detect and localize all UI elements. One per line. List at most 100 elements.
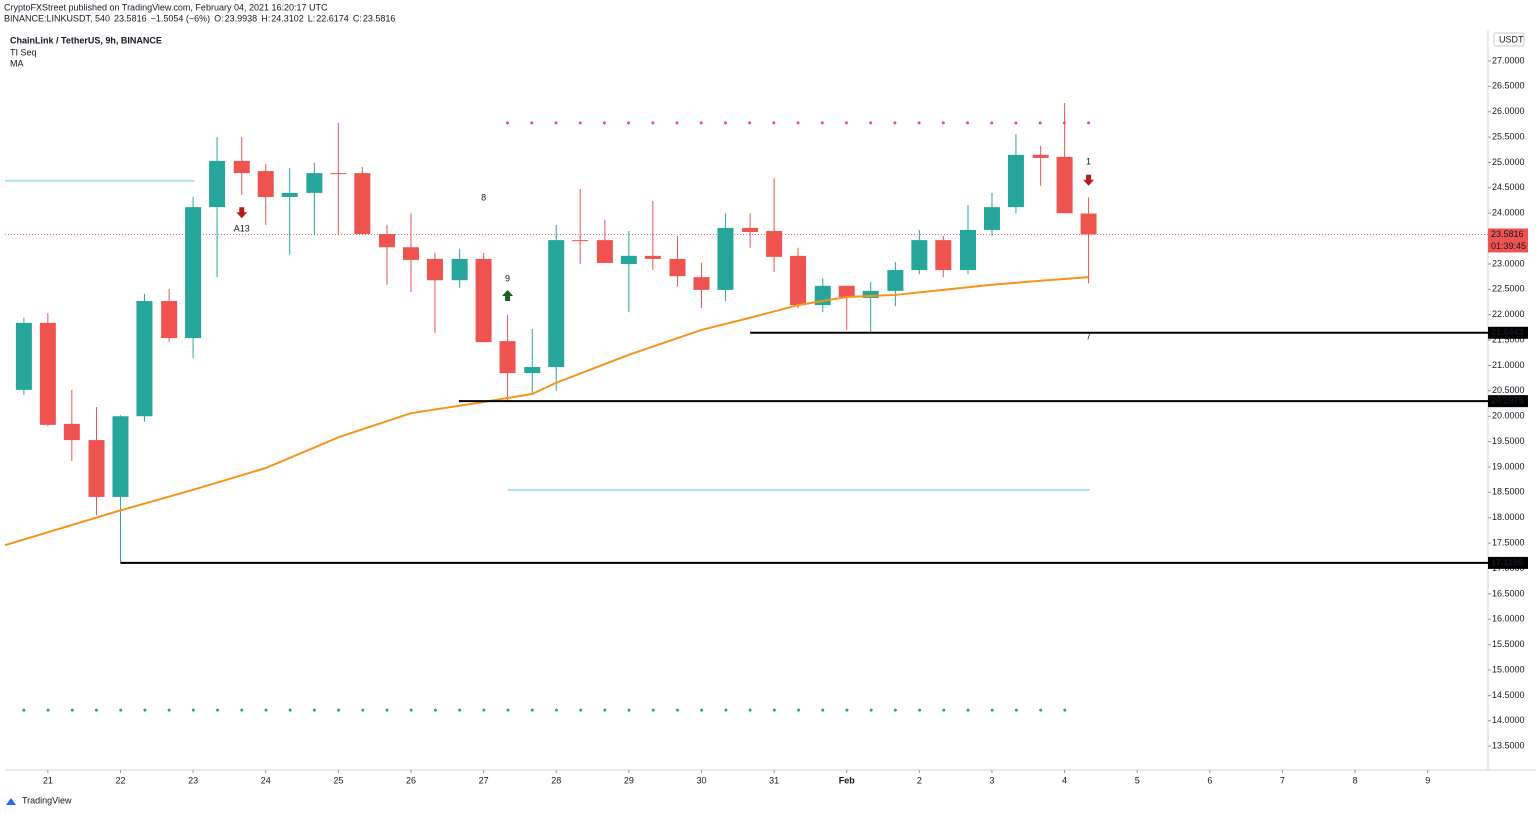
y-tick-label: 13.5000: [1492, 741, 1525, 751]
header-text: 23.5816: [114, 13, 147, 23]
sequence-label: 1: [1086, 156, 1091, 166]
header-text: 22.6174: [316, 13, 349, 23]
candle-body: [862, 290, 879, 298]
y-tick-label: 21.5000: [1492, 334, 1525, 344]
candle-body: [161, 301, 178, 339]
sequence-label: 8: [481, 192, 486, 202]
candle-body: [306, 173, 323, 193]
header-text: C:: [353, 13, 362, 23]
candle-body: [426, 258, 443, 281]
candle-body: [281, 192, 298, 197]
moving-average: [4, 276, 1089, 547]
candle-body: [669, 258, 686, 277]
candle-body: [620, 255, 637, 264]
candle-body: [88, 440, 105, 497]
candle-body: [644, 255, 661, 259]
y-tick-label: 20.0000: [1492, 411, 1525, 421]
candle-body: [935, 240, 952, 271]
y-tick-label: 24.5000: [1492, 182, 1525, 192]
sequence-label: 9: [505, 274, 510, 284]
candle-body: [257, 171, 274, 197]
level-label-box: [1488, 395, 1528, 408]
candle-body: [717, 227, 734, 290]
y-tick-label: 23.0000: [1492, 258, 1525, 268]
candle-body: [693, 277, 710, 290]
candle-body: [499, 341, 516, 374]
y-tick-label: 24.0000: [1492, 208, 1525, 218]
last-price-box: [1488, 228, 1528, 253]
x-tick-label: 25: [333, 775, 343, 785]
candle-body: [1056, 156, 1073, 214]
x-tick-label: Feb: [839, 775, 856, 785]
x-tick-label: 31: [769, 775, 779, 785]
level-label-box: [1488, 326, 1528, 339]
candle-body: [475, 258, 492, 343]
candle-body: [548, 240, 565, 368]
x-tick-label: 8: [1353, 775, 1358, 785]
candle-body: [330, 173, 347, 175]
candle-body: [766, 230, 783, 257]
candle-body: [1080, 213, 1097, 235]
x-tick-label: 2: [917, 775, 922, 785]
candle-body: [790, 255, 807, 306]
y-tick-label: 18.0000: [1492, 512, 1525, 522]
header-text: O:: [214, 13, 224, 23]
x-tick-label: 5: [1135, 775, 1140, 785]
candle-body: [524, 367, 541, 374]
x-tick-label: 28: [551, 775, 561, 785]
y-tick-label: 25.0000: [1492, 157, 1525, 167]
header-text: H:: [261, 13, 270, 23]
level-label: 20.2975: [1491, 396, 1524, 406]
candle-body: [572, 240, 589, 242]
header-text: L:: [308, 13, 316, 23]
x-tick-label: 26: [406, 775, 416, 785]
y-tick-label: 16.0000: [1492, 614, 1525, 624]
brand-logo: [6, 798, 16, 805]
candle-body: [911, 240, 928, 271]
candle-body: [983, 207, 1000, 230]
level-label: 17.1105: [1491, 557, 1523, 567]
y-tick-label: 17.5000: [1492, 538, 1525, 548]
level-label: 21.6443: [1491, 327, 1524, 337]
x-tick-label: 23: [188, 775, 198, 785]
candle-body: [209, 160, 226, 208]
x-tick-label: 27: [479, 775, 489, 785]
x-tick-label: 6: [1207, 775, 1212, 785]
x-tick-label: 4: [1062, 775, 1067, 785]
y-tick-label: 16.5000: [1492, 588, 1525, 598]
candle-body: [112, 416, 129, 497]
x-tick-label: 22: [115, 775, 125, 785]
y-tick-label: 18.5000: [1492, 487, 1525, 497]
y-tick-label: 25.5000: [1492, 131, 1525, 141]
x-tick-label: 9: [1425, 775, 1430, 785]
candle-body: [402, 247, 419, 260]
candle-body: [838, 285, 855, 297]
last-price-label: 23.5816: [1491, 229, 1524, 239]
x-tick-label: 24: [261, 775, 271, 785]
y-tick-label: 19.5000: [1492, 436, 1525, 446]
published-line: CryptoFXStreet published on TradingView.…: [4, 2, 328, 12]
header-text: BINANCE:LINKUSDT, 540: [4, 13, 110, 23]
candle-body: [136, 301, 153, 417]
candle-body: [1007, 154, 1024, 208]
candle-body: [596, 240, 613, 263]
y-tick-label: 14.0000: [1492, 715, 1525, 725]
candle-body: [960, 229, 977, 271]
candle-body: [451, 258, 468, 281]
y-tick-label: 26.5000: [1492, 81, 1525, 91]
level-label-box: [1488, 556, 1528, 569]
sequence-label: A13: [234, 223, 250, 233]
indicator-label: MA: [10, 58, 24, 68]
candle-body: [887, 270, 904, 291]
candle-body: [39, 322, 56, 425]
y-tick-label: 21.0000: [1492, 360, 1525, 370]
y-tick-label: 22.5000: [1492, 284, 1525, 294]
brand-name: TradingView: [22, 795, 72, 805]
header-text: −1.5054 (−6%): [151, 13, 211, 23]
currency-box: [1493, 32, 1525, 47]
chart-title: ChainLink / TetherUS, 9h, BINANCE: [10, 35, 162, 45]
signal-arrow: [502, 289, 514, 301]
